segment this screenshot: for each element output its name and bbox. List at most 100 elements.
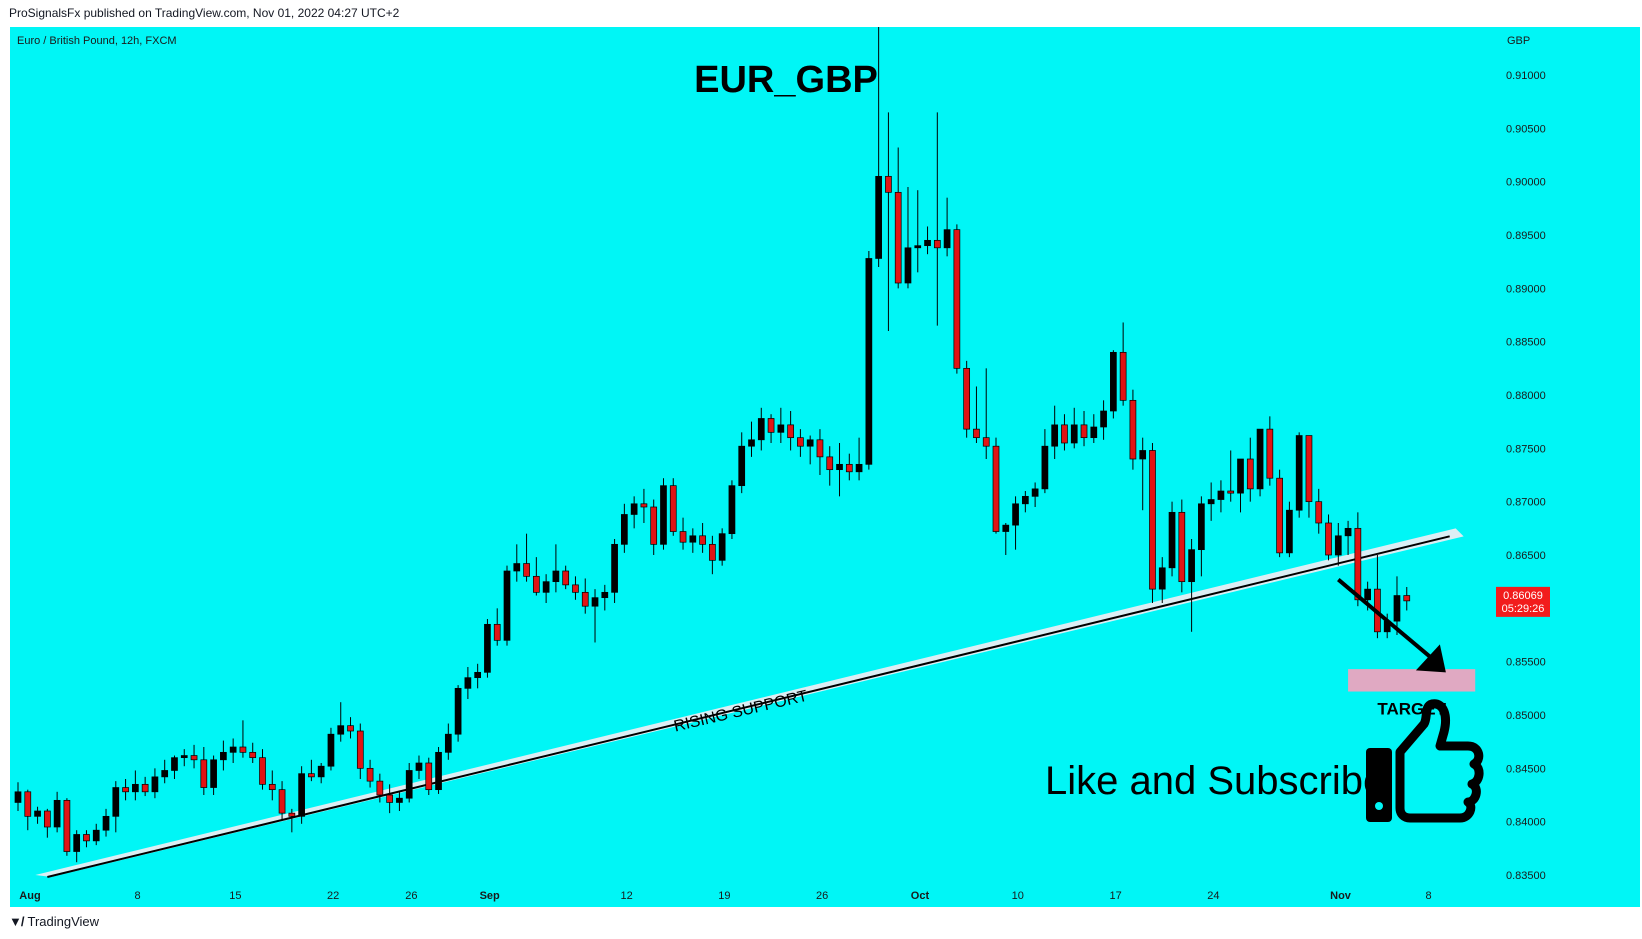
candle-body <box>1080 424 1088 439</box>
candle-body <box>1354 527 1362 601</box>
candle <box>386 784 393 814</box>
candle <box>356 723 364 779</box>
y-tick-label: 0.86500 <box>1506 550 1546 562</box>
candle-body <box>337 725 345 735</box>
candle <box>161 759 169 784</box>
candle <box>405 763 413 803</box>
candle <box>171 755 178 779</box>
candle <box>1090 414 1098 443</box>
candle <box>83 830 90 848</box>
candle-body <box>347 725 354 732</box>
candle <box>220 740 227 771</box>
x-tick-label: 22 <box>327 890 339 902</box>
candle <box>14 782 22 811</box>
candle <box>317 763 325 784</box>
candle-body <box>757 418 765 441</box>
candle <box>1178 499 1186 593</box>
brand-label: TradingView <box>27 914 100 929</box>
candle <box>767 414 775 443</box>
y-tick-label: 0.85500 <box>1506 657 1546 669</box>
candle <box>669 478 677 536</box>
candle <box>757 407 765 451</box>
candle <box>953 224 961 374</box>
candle-body <box>894 191 902 284</box>
candle-body <box>1217 490 1225 500</box>
candle-body <box>190 755 198 761</box>
candle-body <box>83 834 90 842</box>
candle-body <box>552 570 560 583</box>
support-line <box>47 535 1450 878</box>
candle <box>1305 435 1313 518</box>
chart-area[interactable]: EUR_GBP RISING SUPPORT TARGET Like and Subs… <box>10 27 1640 907</box>
candle <box>327 727 335 771</box>
x-tick-label: 15 <box>229 890 241 902</box>
candle <box>1403 587 1411 611</box>
candle-body <box>1119 351 1127 401</box>
candle <box>630 496 638 529</box>
candle <box>112 781 120 833</box>
tradingview-brand[interactable]: ▼/ TradingView <box>9 914 99 929</box>
candle <box>1295 432 1303 518</box>
candle <box>836 443 843 497</box>
candle <box>63 798 71 856</box>
candle-body <box>933 239 941 249</box>
x-tick-label: 10 <box>1012 890 1024 902</box>
candle <box>826 446 834 486</box>
candle-body <box>1207 499 1215 505</box>
y-tick-label: 0.83500 <box>1506 870 1546 882</box>
candle-body <box>405 770 413 799</box>
candle <box>484 619 491 678</box>
candle <box>92 823 100 846</box>
candle-body <box>542 581 550 593</box>
x-tick-label: 26 <box>816 890 828 902</box>
candle-body <box>444 733 452 753</box>
candle <box>728 480 736 539</box>
countdown-label: 05:29:26 <box>1502 603 1545 615</box>
candle-body <box>503 570 511 641</box>
x-tick-label: 17 <box>1109 890 1121 902</box>
x-tick-label: 19 <box>718 890 730 902</box>
candle <box>523 533 530 582</box>
candle-body <box>396 797 403 803</box>
candle-body <box>122 787 129 793</box>
candle <box>239 720 247 758</box>
candle <box>855 437 863 481</box>
candle <box>474 663 482 689</box>
candle <box>210 755 217 795</box>
candle <box>1246 437 1254 502</box>
candle-body <box>1334 535 1342 556</box>
arrow-shaft <box>1337 578 1434 660</box>
candle-body <box>435 751 442 791</box>
candle-body <box>53 799 61 828</box>
candle <box>454 685 462 742</box>
candle-body <box>34 810 41 817</box>
candle <box>1129 389 1137 470</box>
candle <box>816 429 824 475</box>
candle-body <box>523 563 530 577</box>
candle-body <box>572 584 579 593</box>
candle <box>278 781 286 820</box>
candle <box>797 429 804 457</box>
candle <box>53 791 61 833</box>
candle <box>1334 523 1342 566</box>
candle-body <box>699 535 706 545</box>
candle <box>493 608 501 646</box>
candle <box>268 770 276 801</box>
candle-body <box>611 543 618 593</box>
candle-body <box>180 755 188 759</box>
thumbs-up-icon <box>1366 699 1484 823</box>
candle <box>1149 443 1156 603</box>
candle-body <box>513 563 521 572</box>
arrow-head <box>1415 644 1446 673</box>
currency-label: GBP <box>1507 35 1530 47</box>
candle <box>1207 482 1215 521</box>
cta-text: Like and Subscribe <box>1045 759 1385 803</box>
candle <box>787 411 794 451</box>
candle <box>679 517 687 550</box>
symbol-label: Euro / British Pound, 12h, FXCM <box>17 35 177 47</box>
candle <box>366 759 374 788</box>
candle <box>924 226 931 255</box>
candle <box>141 776 149 797</box>
candle-body <box>581 591 589 607</box>
